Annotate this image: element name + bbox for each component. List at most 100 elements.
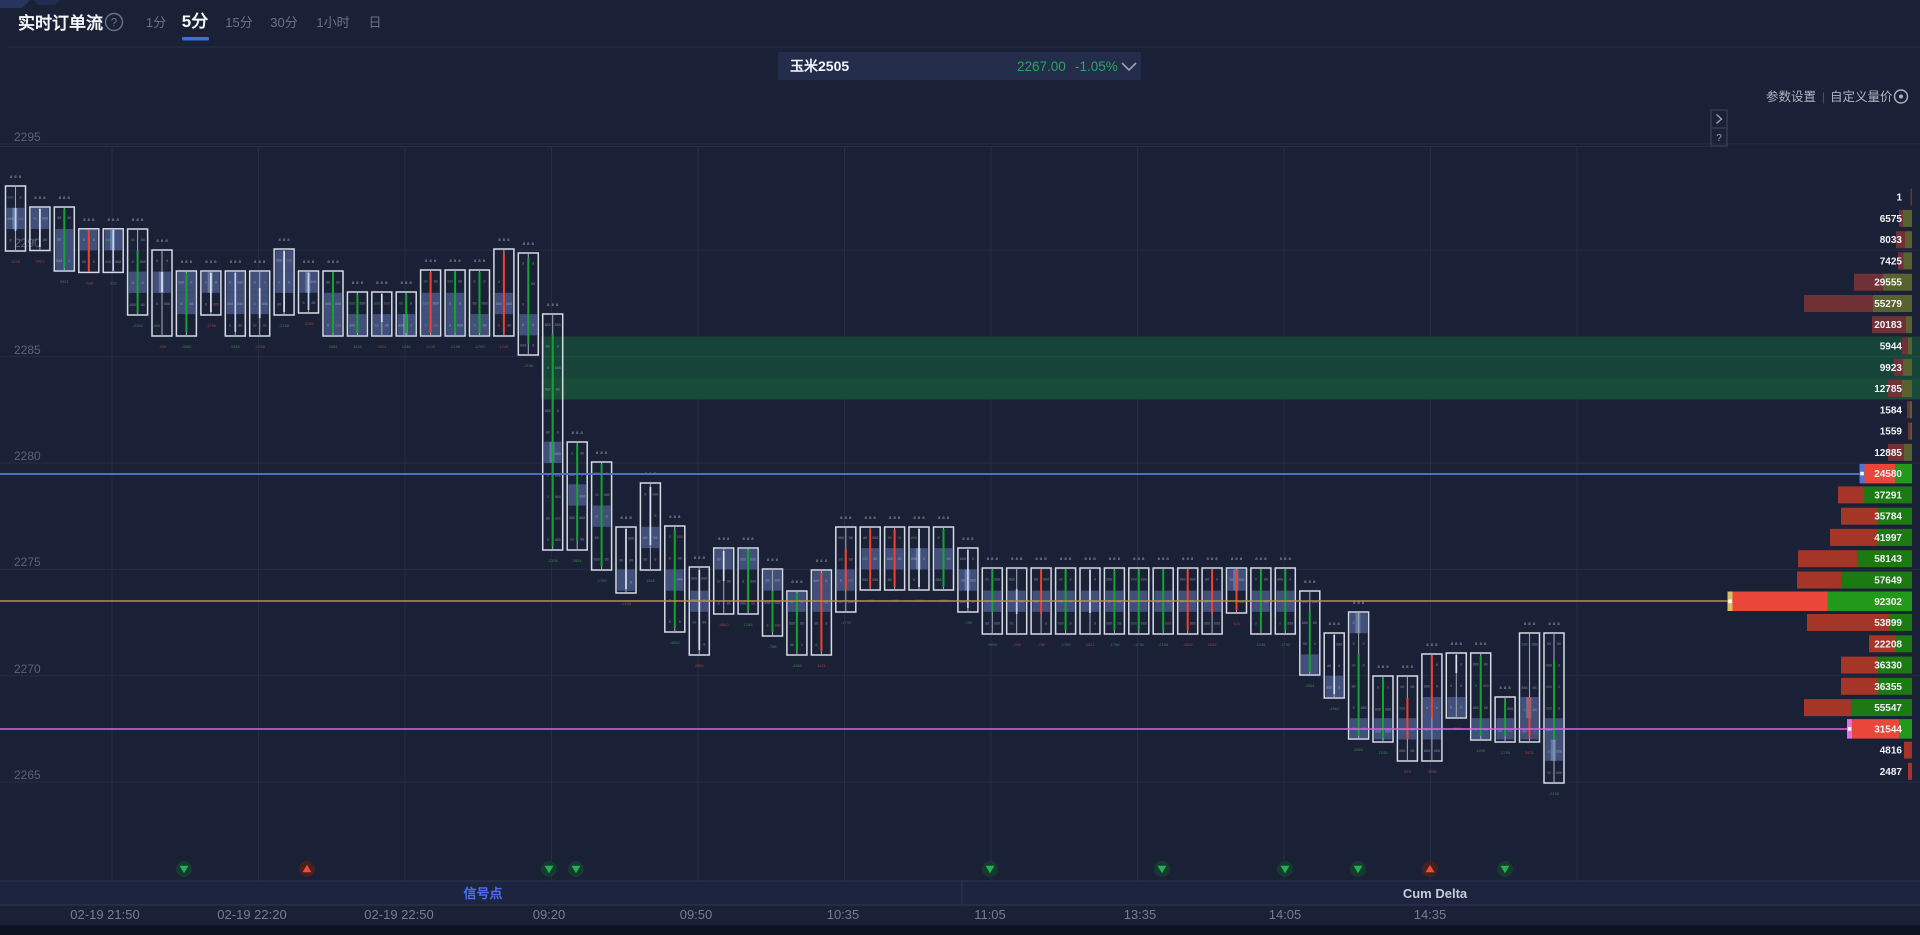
svg-text:88: 88 (702, 621, 706, 625)
svg-text:8 8 8: 8 8 8 (816, 558, 828, 563)
svg-text:888: 888 (1287, 622, 1293, 626)
svg-text:8 8 8: 8 8 8 (474, 258, 486, 263)
svg-text:14:05: 14:05 (1269, 907, 1302, 922)
svg-text:88: 88 (800, 622, 804, 626)
svg-text:88: 88 (1352, 685, 1356, 689)
svg-text:8: 8 (254, 302, 256, 306)
svg-text:88: 88 (888, 578, 892, 582)
svg-text:888: 888 (1204, 622, 1210, 626)
svg-text:-1790: -1790 (206, 323, 217, 328)
svg-text:88: 88 (238, 324, 242, 328)
svg-text:10:35: 10:35 (827, 907, 860, 922)
svg-text:88: 88 (839, 600, 843, 604)
svg-text:888: 888 (775, 579, 781, 583)
svg-text:8: 8 (229, 280, 231, 284)
svg-text:-788: -788 (768, 644, 777, 649)
svg-text:8033: 8033 (1880, 235, 1903, 246)
svg-text:888: 888 (42, 216, 48, 220)
svg-text:8 8 8: 8 8 8 (376, 280, 388, 285)
svg-text:8: 8 (1524, 708, 1526, 712)
svg-text:-2156: -2156 (255, 344, 266, 349)
svg-text:8 8 8: 8 8 8 (1548, 621, 1560, 626)
svg-text:8: 8 (972, 557, 974, 561)
svg-text:8: 8 (1094, 578, 1096, 582)
svg-text:自定义量价: 自定义量价 (1830, 89, 1893, 104)
svg-text:88: 88 (1264, 578, 1268, 582)
svg-text:8 8 8: 8 8 8 (743, 536, 755, 541)
svg-text:8: 8 (1070, 578, 1072, 582)
svg-text:-788: -788 (85, 280, 94, 285)
svg-text:88: 88 (336, 280, 340, 284)
svg-text:888: 888 (447, 280, 453, 284)
svg-text:88: 88 (375, 324, 379, 328)
svg-text:888: 888 (496, 302, 502, 306)
svg-text:88: 88 (1117, 622, 1121, 626)
svg-text:888: 888 (1141, 622, 1147, 626)
svg-text:88: 88 (1547, 749, 1551, 753)
svg-text:36330: 36330 (1874, 661, 1902, 672)
svg-text:88: 88 (580, 538, 584, 542)
svg-text:|: | (1822, 90, 1825, 104)
svg-text:888: 888 (1424, 749, 1430, 753)
svg-text:09:50: 09:50 (680, 907, 713, 922)
svg-text:888: 888 (423, 302, 429, 306)
svg-text:888: 888 (227, 302, 233, 306)
svg-text:8 8 8: 8 8 8 (694, 555, 706, 560)
svg-text:888: 888 (237, 302, 243, 306)
svg-text:8: 8 (132, 281, 134, 285)
svg-text:88: 88 (1547, 642, 1551, 646)
svg-text:88: 88 (1303, 642, 1307, 646)
svg-text:888: 888 (691, 577, 697, 581)
svg-text:8: 8 (1387, 686, 1389, 690)
svg-text:88: 88 (546, 516, 550, 520)
svg-text:88: 88 (1410, 685, 1414, 689)
svg-text:888: 888 (1546, 685, 1552, 689)
svg-text:-2156: -2156 (1549, 791, 1560, 796)
svg-text:888: 888 (115, 260, 121, 264)
svg-text:8 8 8: 8 8 8 (1500, 685, 1512, 690)
svg-text:888: 888 (579, 516, 585, 520)
svg-text:88: 88 (717, 558, 721, 562)
svg-text:88: 88 (595, 493, 599, 497)
svg-text:88: 88 (898, 557, 902, 561)
svg-text:8: 8 (1460, 684, 1462, 688)
svg-text:36355: 36355 (1874, 682, 1902, 693)
svg-text:2654: 2654 (329, 344, 339, 349)
svg-text:8: 8 (669, 535, 671, 539)
svg-text:88: 88 (263, 324, 267, 328)
svg-text:88: 88 (1327, 664, 1331, 668)
svg-text:8 8 8: 8 8 8 (669, 514, 681, 519)
svg-text:888: 888 (740, 602, 746, 606)
svg-text:888: 888 (1180, 578, 1186, 582)
svg-text:8: 8 (288, 281, 290, 285)
svg-text:8 8 8: 8 8 8 (401, 280, 413, 285)
svg-text:8 8 8: 8 8 8 (1426, 642, 1438, 647)
svg-text:8: 8 (68, 259, 70, 263)
svg-text:2290: 2290 (14, 236, 41, 250)
svg-text:888: 888 (105, 260, 111, 264)
svg-text:8: 8 (801, 600, 803, 604)
svg-text:8 8 8: 8 8 8 (279, 237, 291, 242)
svg-text:8 8 8: 8 8 8 (1060, 556, 1072, 561)
svg-text:9923: 9923 (1880, 363, 1903, 374)
svg-text:88: 88 (1533, 708, 1537, 712)
svg-text:8: 8 (1279, 622, 1281, 626)
svg-text:888: 888 (1375, 708, 1381, 712)
svg-text:888: 888 (872, 578, 878, 582)
svg-text:2285: 2285 (14, 343, 41, 357)
svg-text:22208: 22208 (1874, 639, 1902, 650)
svg-text:888: 888 (335, 324, 341, 328)
svg-text:1245: 1245 (426, 344, 436, 349)
svg-text:888: 888 (164, 302, 170, 306)
svg-text:88: 88 (556, 388, 560, 392)
svg-text:1245: 1245 (1476, 748, 1486, 753)
svg-text:2654: 2654 (1208, 642, 1218, 647)
svg-text:8: 8 (474, 280, 476, 284)
svg-text:888: 888 (1239, 600, 1245, 604)
svg-text:888: 888 (555, 495, 561, 499)
svg-text:8: 8 (425, 324, 427, 328)
svg-text:-4562: -4562 (1329, 706, 1340, 711)
svg-text:888: 888 (960, 557, 966, 561)
svg-text:8: 8 (1460, 706, 1462, 710)
svg-text:-1790: -1790 (596, 578, 607, 583)
